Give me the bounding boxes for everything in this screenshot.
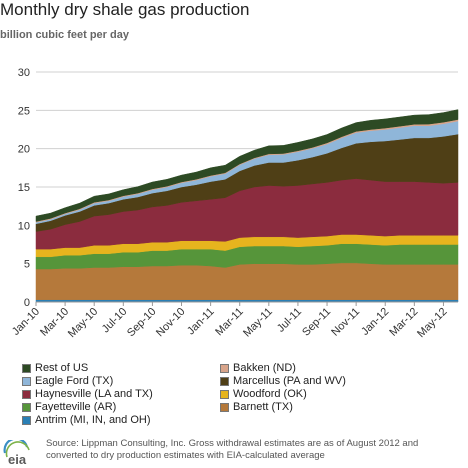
x-tick-label: Nov-11 [329, 306, 362, 339]
legend-label: Marcellus (PA and WV) [233, 375, 346, 387]
chart-subtitle: billion cubic feet per day [0, 29, 129, 41]
y-tick-label: 20 [18, 144, 30, 156]
legend-swatch [22, 376, 31, 386]
x-tick-label: Mar-10 [38, 306, 71, 339]
legend-item-eagle-ford: Eagle Ford (TX) [22, 375, 113, 387]
y-tick-label: 30 [18, 67, 30, 79]
x-tick-label: Sep-10 [125, 306, 159, 340]
legend-label: Bakken (ND) [233, 362, 296, 374]
chart-title: Monthly dry shale gas production [0, 0, 250, 19]
x-tick-label: May-10 [66, 306, 100, 340]
legend-item-bakken: Bakken (ND) [220, 362, 296, 374]
legend-label: Eagle Ford (TX) [35, 375, 114, 387]
legend-item-marcellus: Marcellus (PA and WV) [220, 375, 346, 387]
area-series-rest-of-us [35, 109, 459, 222]
x-tick-label: Jan-11 [185, 306, 217, 338]
x-tick-label: May-12 [415, 306, 449, 340]
y-tick-label: 15 [18, 182, 30, 194]
legend-swatch [22, 402, 31, 412]
area-series-barnett-tx [35, 262, 459, 300]
legend-item-barnett: Barnett (TX) [220, 401, 293, 413]
legend-swatch [220, 402, 229, 412]
x-tick-label: Mar-11 [213, 306, 246, 339]
legend-label: Haynesville (LA and TX) [35, 388, 153, 400]
x-tick-label: Sep-11 [300, 306, 333, 339]
legend-item-haynesville: Haynesville (LA and TX) [22, 388, 153, 400]
y-tick-label: 10 [18, 220, 30, 232]
x-tick-label: May-11 [241, 306, 275, 340]
y-tick-label: 5 [24, 259, 30, 271]
legend-label: Fayetteville (AR) [35, 401, 117, 413]
x-tick-label: Mar-12 [387, 306, 420, 339]
legend-item-antrim: Antrim (MI, IN, and OH) [22, 414, 151, 426]
eia-logo-text: eia [8, 452, 27, 466]
legend-label: Woodford (OK) [233, 388, 307, 400]
legend-item-fayetteville: Fayetteville (AR) [22, 401, 116, 413]
source-note: Source: Lippman Consulting, Inc. Gross w… [46, 438, 419, 461]
y-tick-label: 25 [18, 105, 30, 117]
legend-label: Rest of US [35, 362, 89, 374]
legend-swatch [22, 363, 31, 373]
legend-swatch [22, 389, 31, 399]
y-tick-label: 0 [24, 297, 30, 309]
legend-swatch [220, 363, 229, 373]
x-tick-label: Jan-10 [10, 306, 42, 338]
legend-item-woodford: Woodford (OK) [220, 388, 307, 400]
eia-logo: eia [3, 440, 30, 466]
legend-label: Antrim (MI, IN, and OH) [35, 414, 151, 426]
legend-label: Barnett (TX) [233, 401, 293, 413]
x-tick-label: Jan-12 [359, 306, 391, 338]
legend-swatch [220, 376, 229, 386]
legend-item-rest-of-us: Rest of US [22, 362, 88, 374]
legend-swatch [220, 389, 229, 399]
x-tick-label: Nov-10 [154, 306, 188, 340]
legend-swatch [22, 415, 31, 425]
